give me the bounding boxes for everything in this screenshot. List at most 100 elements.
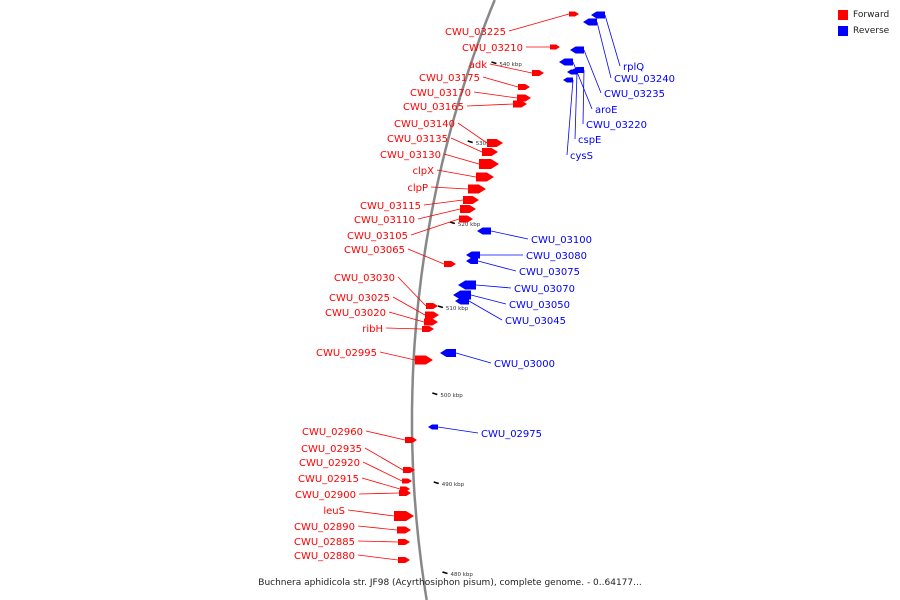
forward-gene-label: adk (469, 60, 487, 71)
forward-gene-leader (364, 447, 404, 471)
forward-gene-leader (482, 76, 519, 88)
reverse-gene-label: aroE (595, 105, 617, 116)
forward-gene-leader (489, 63, 533, 74)
forward-gene-leader (362, 461, 403, 482)
forward-gene-leader (436, 169, 477, 178)
reverse-gene-feature (563, 77, 573, 83)
reverse-gene-label: cspE (578, 135, 601, 146)
reverse-gene-leader (574, 71, 578, 140)
forward-gene-label: CWU_03210 (462, 43, 523, 54)
forward-gene-label: CWU_03030 (334, 273, 395, 284)
forward-gene-feature (532, 70, 544, 76)
reverse-gene-feature (458, 280, 476, 290)
reverse-gene-feature (466, 258, 478, 264)
reverse-gene-label: cysS (570, 151, 593, 162)
reverse-gene-leader (468, 300, 503, 321)
forward-gene-leader (417, 208, 461, 220)
reverse-gene-feature (440, 349, 456, 357)
reverse-gene-leader (477, 260, 517, 272)
reverse-gene-label: CWU_03220 (586, 120, 647, 131)
forward-gene-feature (426, 303, 438, 309)
forward-gene-feature (482, 148, 498, 156)
scale-tick (432, 392, 438, 396)
reverse-gene-label: CWU_03080 (526, 251, 587, 262)
reverse-gene-label: CWU_03075 (519, 267, 580, 278)
forward-gene-feature (422, 326, 434, 332)
reverse-gene-feature (453, 290, 471, 300)
forward-gene-feature (399, 490, 411, 496)
reverse-gene-feature (583, 18, 597, 26)
forward-gene-label: CWU_03170 (410, 88, 471, 99)
forward-swatch (838, 10, 848, 20)
forward-gene-label: CWU_02890 (294, 522, 355, 533)
forward-gene-label: leuS (323, 506, 345, 517)
forward-gene-feature (460, 205, 476, 213)
reverse-gene-label: CWU_03000 (494, 359, 555, 370)
forward-gene-label: CWU_03105 (347, 231, 408, 242)
forward-gene-feature (403, 467, 415, 473)
forward-gene-leader (423, 199, 464, 206)
forward-gene-feature (398, 557, 410, 563)
forward-gene-feature (425, 311, 439, 319)
reverse-gene-label: CWU_03235 (604, 89, 665, 100)
forward-gene-leader (397, 276, 427, 307)
forward-gene-leader (358, 492, 400, 495)
forward-gene-label: CWU_03140 (394, 119, 455, 130)
scale-tick (467, 140, 473, 144)
forward-gene-feature (476, 172, 494, 182)
reverse-gene-label: CWU_02975 (481, 429, 542, 440)
scale-label: 540 kbp (499, 62, 522, 68)
forward-gene-label: CWU_02920 (299, 458, 360, 469)
reverse-gene-feature (559, 58, 573, 66)
forward-gene-feature (463, 196, 479, 204)
forward-gene-feature (468, 184, 486, 194)
forward-gene-leader (365, 430, 406, 441)
forward-gene-label: ribH (362, 324, 383, 335)
scale-tick (449, 221, 456, 225)
reverse-gene-label: CWU_03045 (505, 316, 566, 327)
forward-gene-leader (357, 540, 399, 543)
forward-gene-feature (405, 437, 417, 443)
forward-gene-leader (508, 13, 570, 32)
reverse-gene-leader (604, 14, 621, 67)
reverse-gene-leader (455, 352, 492, 364)
reverse-gene-leader (437, 426, 479, 434)
forward-gene-label: CWU_03225 (445, 27, 506, 38)
reverse-gene-label: rplQ (623, 62, 644, 73)
forward-gene-label: CWU_03065 (344, 245, 405, 256)
legend-entry-reverse: Reverse (838, 25, 889, 37)
forward-gene-leader (410, 218, 460, 236)
forward-gene-label: CWU_02960 (302, 427, 363, 438)
forward-gene-label: clpX (413, 166, 435, 177)
reverse-gene-label: CWU_03240 (614, 74, 675, 85)
forward-gene-label: CWU_02885 (294, 537, 355, 548)
reverse-gene-leader (470, 294, 507, 305)
forward-gene-feature (517, 94, 531, 102)
forward-gene-feature (394, 511, 414, 521)
forward-gene-label: CWU_03165 (403, 102, 464, 113)
forward-gene-feature (487, 139, 503, 147)
genome-backbone (410, 0, 496, 600)
forward-gene-leader (450, 137, 483, 153)
reverse-gene-feature (455, 297, 469, 305)
legend-forward-label: Forward (853, 10, 890, 20)
forward-gene-feature (459, 215, 473, 223)
forward-gene-leader (457, 122, 488, 144)
forward-gene-label: CWU_03175 (419, 73, 480, 84)
reverse-swatch (838, 26, 848, 36)
forward-gene-feature (444, 261, 456, 267)
reverse-gene-feature (466, 251, 480, 259)
forward-gene-label: CWU_02900 (295, 490, 356, 501)
forward-gene-leader (466, 103, 514, 107)
forward-gene-label: CWU_03020 (325, 308, 386, 319)
forward-gene-feature (397, 526, 411, 534)
forward-gene-label: CWU_03110 (354, 215, 415, 226)
forward-gene-leader (473, 91, 518, 99)
forward-gene-leader (392, 296, 426, 316)
forward-gene-feature (398, 539, 410, 545)
scale-tick (491, 61, 497, 65)
reverse-gene-leader (566, 79, 574, 156)
forward-gene-label: CWU_03130 (380, 150, 441, 161)
scale-label: 520 kbp (458, 222, 481, 228)
